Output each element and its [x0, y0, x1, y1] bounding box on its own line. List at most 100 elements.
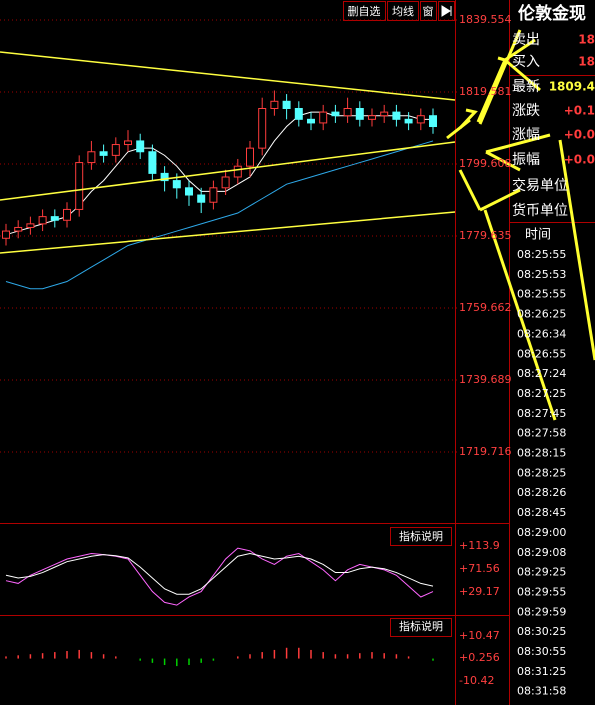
- y-tick-label: 1799.608: [459, 157, 512, 170]
- candle-body: [148, 151, 157, 174]
- candle-body: [246, 147, 254, 167]
- quote-value: +0.1: [564, 104, 595, 118]
- trade-time: 08:28:15: [517, 447, 566, 460]
- trade-time: 08:28:26: [517, 486, 566, 499]
- quote-label: 最新: [512, 79, 540, 95]
- candle-body: [26, 223, 35, 228]
- y-tick-label: +113.9: [459, 539, 500, 552]
- y-tick-label: +29.17: [459, 585, 500, 598]
- instrument-title: 伦敦金现: [518, 3, 586, 24]
- candle-body: [319, 111, 328, 124]
- trade-time: 08:27:45: [517, 407, 566, 420]
- trade-time: 08:27:24: [517, 367, 566, 380]
- candle-body: [416, 115, 425, 124]
- y-tick-label: 1779.635: [459, 229, 512, 242]
- candle-body: [172, 180, 181, 189]
- trade-time: 08:29:59: [517, 605, 566, 618]
- trade-time: 08:30:25: [517, 625, 566, 638]
- y-tick-label: 1759.662: [459, 301, 512, 314]
- time-header: 时间: [525, 228, 551, 243]
- toolbar-button[interactable]: 均线: [392, 4, 414, 18]
- trade-time: 08:29:08: [517, 546, 566, 559]
- toolbar-button[interactable]: 删自选: [348, 5, 381, 18]
- candle-body: [404, 118, 413, 124]
- trade-time: 08:26:55: [517, 347, 566, 360]
- y-tick-label: +71.56: [459, 562, 500, 575]
- candle-body: [111, 144, 120, 156]
- quote-value: 1809.4: [549, 80, 595, 94]
- quote-label: 涨幅: [512, 127, 540, 143]
- candle-body: [63, 208, 71, 221]
- candle-body: [14, 226, 23, 232]
- candle-body: [429, 115, 437, 128]
- quote-label: 涨跌: [512, 103, 540, 119]
- y-tick-label: +0.256: [459, 651, 500, 664]
- y-tick-label: +10.47: [459, 629, 500, 642]
- trade-time: 08:28:45: [517, 506, 566, 519]
- y-tick-label: -10.42: [459, 674, 494, 687]
- candle-body: [282, 100, 291, 110]
- expand-icon[interactable]: [441, 5, 452, 17]
- trade-time: 08:25:53: [517, 268, 566, 281]
- candle-body: [258, 108, 267, 149]
- indicator-line: [5, 547, 434, 606]
- trade-time: 08:30:55: [517, 645, 566, 658]
- candle-body: [50, 216, 59, 221]
- quote-value: 18: [578, 55, 595, 69]
- trade-time: 08:27:25: [517, 387, 566, 400]
- candle-body: [136, 140, 145, 153]
- moving-average: [5, 140, 434, 290]
- candle-body: [233, 165, 242, 178]
- quote-value: +0.0: [564, 128, 595, 142]
- trade-time: 08:29:25: [517, 566, 566, 579]
- trade-time: 08:31:58: [517, 685, 566, 698]
- quote-label: 振幅: [512, 152, 540, 168]
- candle-body: [343, 108, 352, 117]
- candle-body: [87, 151, 96, 164]
- candle-body: [160, 172, 169, 182]
- candle-body: [331, 111, 340, 117]
- y-tick-label: 1719.716: [459, 445, 512, 458]
- candle-body: [209, 187, 218, 203]
- candle-body: [124, 140, 132, 146]
- quote-label: 交易单位: [512, 177, 568, 194]
- candle-body: [38, 216, 47, 225]
- quote-value: 18: [578, 33, 595, 47]
- quote-label: 买入: [512, 54, 540, 70]
- trade-time: 08:27:58: [517, 427, 566, 440]
- candle-body: [307, 118, 315, 124]
- toolbar-button[interactable]: 窗: [423, 4, 434, 18]
- y-tick-label: 1819.581: [459, 85, 512, 98]
- candle-body: [294, 108, 303, 120]
- trade-time: 08:31:25: [517, 665, 566, 678]
- trade-time: 08:29:00: [517, 526, 566, 539]
- trade-time: 08:25:55: [517, 248, 566, 261]
- candle-body: [197, 194, 206, 203]
- quote-label: 卖出: [512, 32, 540, 48]
- candle-body: [75, 162, 84, 210]
- candle-body: [368, 115, 376, 120]
- trade-time: 08:29:55: [517, 585, 566, 598]
- candle-body: [185, 187, 193, 196]
- indicator-button[interactable]: 指标说明: [399, 529, 443, 543]
- candle-body: [221, 176, 230, 189]
- candle-body: [99, 151, 108, 156]
- candle-body: [380, 111, 389, 117]
- trade-time: 08:26:25: [517, 308, 566, 321]
- trade-time: 08:26:34: [517, 327, 566, 340]
- candle-body: [2, 230, 10, 239]
- candle-body: [392, 111, 401, 120]
- quote-label: 货币单位: [512, 202, 568, 219]
- indicator-line: [5, 553, 434, 595]
- annotations: [0, 29, 595, 421]
- candle-body: [270, 100, 279, 110]
- candle-body: [355, 108, 364, 120]
- quote-value: +0.0: [564, 153, 595, 167]
- y-tick-label: 1739.689: [459, 373, 512, 386]
- trade-time: 08:28:25: [517, 466, 566, 479]
- y-tick-label: 1839.554: [459, 13, 512, 26]
- indicator-button[interactable]: 指标说明: [399, 619, 443, 633]
